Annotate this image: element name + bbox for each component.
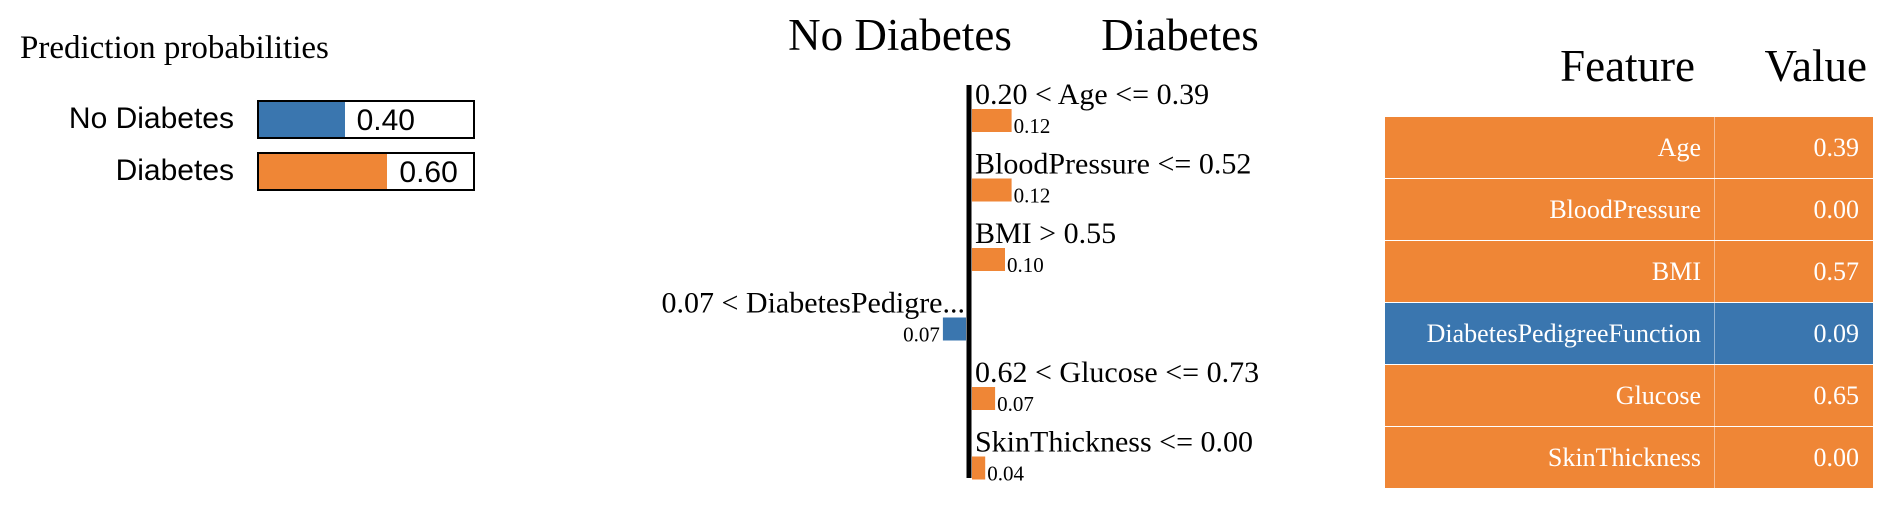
feature-value-cell: 0.65 [1714,365,1873,426]
feature-name-cell: Glucose [1615,381,1701,410]
feature-value-cell: 0.39 [1714,117,1873,178]
no-diabetes-class-label: No Diabetes [788,10,1012,60]
table-row: DiabetesPedigreeFunction 0.09 [1385,303,1873,364]
probability-value-label: 0.60 [399,156,458,189]
contribution-bar [972,109,1012,132]
feature-value-cell: 0.00 [1714,427,1873,488]
diabetes-class-label: Diabetes [1101,10,1258,60]
contribution-value-label: 0.04 [987,462,1024,486]
feature-condition-label: BloodPressure <= 0.52 [975,148,1251,181]
feature-name-cell: BloodPressure [1549,195,1701,224]
contribution-bar [942,317,966,341]
probability-value-label: 0.40 [356,104,415,137]
contribution-value-label: 0.12 [1014,114,1051,138]
probability-row: Diabetes 0.60 [0,152,520,194]
contribution-bar [972,178,1012,202]
probability-bar-frame: 0.40 [257,100,475,139]
feature-contribution-svg: No Diabetes Diabetes 0.20 < Age <= 0.390… [661,10,1259,486]
feature-condition-label: 0.07 < DiabetesPedigre... [661,287,965,320]
table-row: BMI 0.57 [1385,241,1873,302]
contribution-bar [972,456,986,480]
contribution-value-label: 0.12 [1014,184,1051,208]
probability-bar-frame: 0.60 [257,152,475,191]
table-row: BloodPressure 0.00 [1385,179,1873,240]
probability-bar [259,154,388,189]
probability-row: No Diabetes 0.40 [0,100,520,142]
contribution-value-label: 0.07 [997,392,1034,416]
value-column-header: Value [1764,41,1867,91]
prediction-probabilities-panel: Prediction probabilities No Diabetes 0.40… [0,0,520,508]
contribution-bar [972,248,1005,271]
table-row: SkinThickness 0.00 [1385,427,1873,488]
feature-name-cell: DiabetesPedigreeFunction [1426,319,1701,348]
feature-contribution-chart: No Diabetes Diabetes 0.20 < Age <= 0.39 0… [600,0,1360,508]
feature-name-cell: SkinThickness [1547,443,1701,472]
contribution-value-label: 0.07 [903,323,940,347]
probability-bar [259,102,345,137]
feature-value-cell: 0.00 [1714,179,1873,240]
probability-class-label: No Diabetes [68,102,234,135]
feature-value-cell: 0.09 [1714,303,1873,364]
contribution-bars: 0.20 < Age <= 0.39 0.12 BloodPressure <= 0… [661,78,1259,486]
contribution-value-label: 0.10 [1007,253,1044,277]
contribution-bar [972,387,996,410]
probability-class-label: Diabetes [115,154,234,187]
feature-name-cell: BMI [1651,257,1701,286]
feature-name-cell: Age [1657,133,1701,162]
feature-condition-label: SkinThickness <= 0.00 [975,426,1253,459]
table-row: Age 0.39 [1385,117,1873,178]
feature-value-cell: 0.57 [1714,241,1873,302]
table-row: Glucose 0.65 [1385,365,1873,426]
prediction-probabilities-title: Prediction probabilities [20,30,329,66]
feature-condition-label: 0.20 < Age <= 0.39 [975,78,1209,111]
feature-column-header: Feature [1560,41,1695,91]
feature-condition-label: BMI > 0.55 [975,217,1116,250]
feature-condition-label: 0.62 < Glucose <= 0.73 [975,356,1259,389]
